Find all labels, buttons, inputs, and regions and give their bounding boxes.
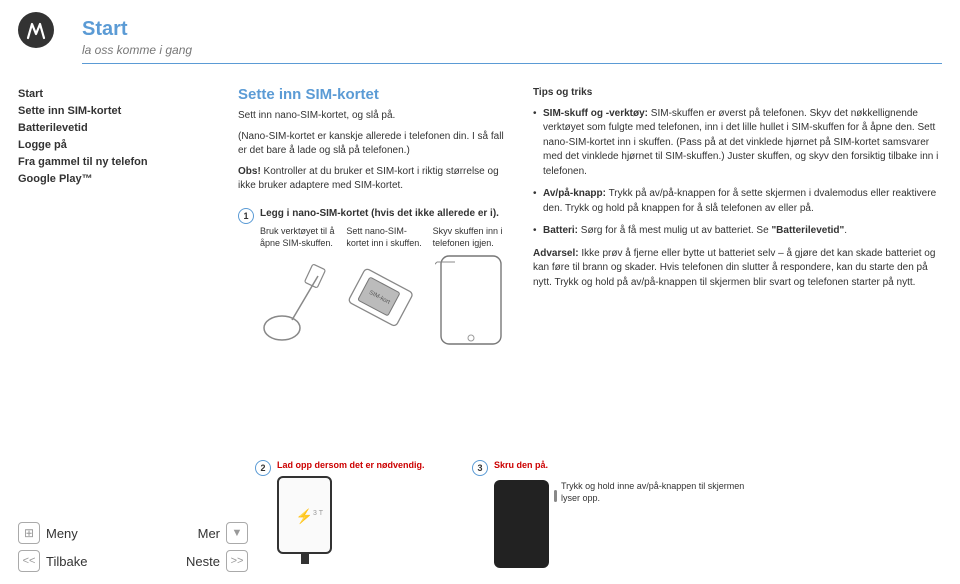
- tip-3-text: Sørg for å få mest mulig ut av batteriet…: [578, 225, 771, 236]
- sim-tray-icon: SIM-kort: [342, 247, 422, 342]
- next-icon[interactable]: >>: [226, 550, 248, 572]
- next-label[interactable]: Neste: [186, 554, 220, 569]
- page-title: Start: [82, 18, 942, 41]
- step-2-title: Lad opp dersom det er nødvendig.: [277, 460, 427, 470]
- step-1-columns: Bruk verktøyet til å åpne SIM-skuffen. S…: [260, 225, 513, 249]
- sim-illustration: SIM-kort: [260, 257, 513, 352]
- tip-3-bold: Batteri:: [543, 225, 578, 236]
- intro-text-1: Sett inn nano-SIM-kortet, og slå på.: [238, 109, 513, 124]
- title-block: Start la oss komme i gang: [82, 12, 942, 64]
- tip-3-link[interactable]: "Batterilevetid": [771, 225, 844, 236]
- header: Start la oss komme i gang: [0, 0, 960, 68]
- step-1: 1 Legg i nano-SIM-kortet (hvis det ikke …: [260, 208, 513, 352]
- menu-label[interactable]: Meny: [46, 526, 78, 541]
- step-1-number: 1: [238, 208, 254, 224]
- obs-text: Obs! Kontroller at du bruker et SIM-kort…: [238, 165, 513, 194]
- phone-front-icon: [494, 480, 549, 568]
- step-3-number: 3: [472, 460, 488, 476]
- footer-nav: ⊞ Meny Mer ▼ << Tilbake Neste >>: [18, 516, 248, 572]
- section-title-sim: Sette inn SIM-kortet: [238, 86, 513, 103]
- obs-label: Obs!: [238, 166, 261, 177]
- motorola-logo: [18, 12, 54, 48]
- tip-battery: Batteri: Sørg for å få mest mulig ut av …: [533, 224, 944, 239]
- tips-heading: Tips og triks: [533, 86, 944, 101]
- back-label[interactable]: Tilbake: [46, 554, 87, 569]
- sidebar-nav: Start Sette inn SIM-kortet Batterileveti…: [18, 86, 238, 448]
- warning-text: Advarsel: Ikke prøv å fjerne eller bytte…: [533, 247, 944, 291]
- sim-tool-icon: [260, 262, 330, 347]
- intro-text-2: (Nano-SIM-kortet er kanskje allerede i t…: [238, 130, 513, 159]
- step-3-title: Skru den på.: [494, 460, 754, 470]
- step-2: 2 Lad opp dersom det er nødvendig. ⚡ 3 T: [277, 460, 427, 568]
- step-3: 3 Skru den på. Trykk og hold inne av/på-…: [494, 460, 754, 568]
- phone-back-icon: [435, 252, 507, 347]
- charge-label: 3 T: [313, 510, 323, 517]
- charge-illustration: ⚡ 3 T: [277, 476, 332, 554]
- column-tips: Tips og triks SIM-skuff og -verktøy: SIM…: [523, 86, 944, 448]
- tip-sim-tray: SIM-skuff og -verktøy: SIM-skuffen er øv…: [533, 107, 944, 180]
- sidebar-item-sim[interactable]: Sette inn SIM-kortet: [18, 103, 238, 120]
- sidebar-item-transfer[interactable]: Fra gammel til ny telefon: [18, 154, 238, 171]
- more-label[interactable]: Mer: [198, 526, 220, 541]
- tip-2-bold: Av/på-knapp:: [543, 188, 606, 199]
- step-1-title: Legg i nano-SIM-kortet (hvis det ikke al…: [260, 208, 513, 219]
- step-3-text: Trykk og hold inne av/på-knappen til skj…: [561, 480, 754, 568]
- sidebar-item-start[interactable]: Start: [18, 86, 238, 103]
- menu-icon[interactable]: ⊞: [18, 522, 40, 544]
- sidebar-item-login[interactable]: Logge på: [18, 137, 238, 154]
- page-subtitle: la oss komme i gang: [82, 43, 942, 57]
- lightning-icon: ⚡: [296, 508, 313, 525]
- tip-1-bold: SIM-skuff og -verktøy:: [543, 108, 648, 119]
- warning-body: Ikke prøv å fjerne eller bytte ut batter…: [533, 248, 935, 288]
- column-instructions: Sette inn SIM-kortet Sett inn nano-SIM-k…: [238, 86, 523, 448]
- step-2-number: 2: [255, 460, 271, 476]
- cable-icon: [301, 552, 309, 564]
- sidebar-item-battery[interactable]: Batterilevetid: [18, 120, 238, 137]
- back-icon[interactable]: <<: [18, 550, 40, 572]
- obs-body: Kontroller at du bruker et SIM-kort i ri…: [238, 166, 499, 192]
- step-1-col-2: Sett nano-SIM-kortet inn i skuffen.: [346, 225, 426, 249]
- tip-3-end: .: [844, 225, 847, 236]
- step-1-col-1: Bruk verktøyet til å åpne SIM-skuffen.: [260, 225, 340, 249]
- step-1-col-3: Skyv skuffen inn i telefonen igjen.: [433, 225, 513, 249]
- sidebar-item-play[interactable]: Google Play™: [18, 171, 238, 188]
- warning-bold: Advarsel:: [533, 248, 579, 259]
- tip-power-button: Av/på-knapp: Trykk på av/på-knappen for …: [533, 187, 944, 216]
- more-icon[interactable]: ▼: [226, 522, 248, 544]
